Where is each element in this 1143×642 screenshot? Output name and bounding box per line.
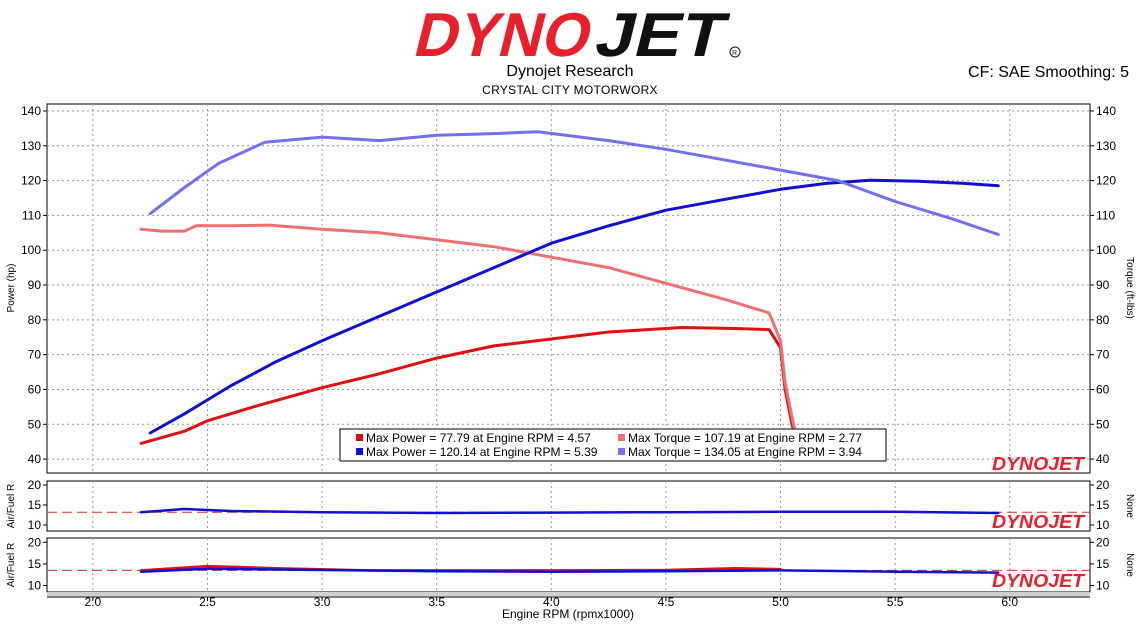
y2-tick-label: 100 xyxy=(1096,243,1116,257)
legend-item-run1-torque: Max Torque = 107.19 at Engine RPM = 2.77 xyxy=(628,431,862,445)
y-tick-label: 20 xyxy=(28,535,42,549)
y-tick-label: 140 xyxy=(21,104,41,118)
dynojet-logo: DYNO JET R xyxy=(408,6,741,64)
y-tick-label: 10 xyxy=(28,579,42,593)
y2-tick-label: 120 xyxy=(1096,174,1116,188)
y2-tick-label: 80 xyxy=(1096,313,1110,327)
legend-swatch-run2-power xyxy=(356,448,363,455)
x-tick-label: 3.0 xyxy=(314,595,331,609)
y2-tick-label: 50 xyxy=(1096,417,1110,431)
plot-shadow xyxy=(47,592,1090,596)
y2-tick-label: 140 xyxy=(1096,104,1116,118)
afr1-y2-label: None xyxy=(1124,494,1135,518)
afr2-y-label: Air/Fuel R xyxy=(6,543,17,587)
y2-tick-label: 130 xyxy=(1096,139,1116,153)
y-axis-label: Power (hp) xyxy=(6,264,17,313)
y-tick-label: 130 xyxy=(21,139,41,153)
dynojet-watermark-afr2: DYNOJET xyxy=(992,571,1086,591)
svg-text:DYNOJET: DYNOJET xyxy=(992,571,1086,591)
y2-tick-label: 10 xyxy=(1096,579,1110,593)
dynojet-watermark-afr1: DYNOJET xyxy=(992,512,1086,532)
main-grid xyxy=(47,104,1090,473)
svg-text:DYNOJET: DYNOJET xyxy=(992,512,1086,532)
legend: Max Power = 77.79 at Engine RPM = 4.57 M… xyxy=(339,428,887,462)
afr1-y-label: Air/Fuel R xyxy=(6,484,17,528)
y2-tick-label: 20 xyxy=(1096,535,1110,549)
data-series xyxy=(47,130,1090,574)
legend-item-run1-power: Max Power = 77.79 at Engine RPM = 4.57 xyxy=(366,431,591,445)
series-line-run2_power xyxy=(139,507,1000,515)
y-tick-label: 110 xyxy=(22,208,41,222)
x-tick-label: 4.0 xyxy=(543,595,560,609)
y2-tick-label: 20 xyxy=(1096,478,1110,492)
series-line-run2_power xyxy=(139,567,1000,574)
legend-item-run2-power: Max Power = 120.14 at Engine RPM = 5.39 xyxy=(366,445,598,459)
y-tick-label: 60 xyxy=(28,382,42,396)
y-tick-label: 50 xyxy=(28,417,42,431)
svg-text:JET: JET xyxy=(589,6,734,64)
y2-axis-label: Torque (ft-lbs) xyxy=(1124,257,1135,319)
x-tick-label: 2.0 xyxy=(85,595,102,609)
y-tick-label: 40 xyxy=(28,452,42,466)
dynojet-watermark-main: DYNOJET xyxy=(992,454,1086,474)
chart-subtitle: CRYSTAL CITY MOTORWORX xyxy=(482,83,658,97)
y-tick-label: 90 xyxy=(28,278,42,292)
legend-swatch-run1-torque xyxy=(618,434,625,441)
y-tick-label: 120 xyxy=(21,174,41,188)
legend-swatch-run1-power xyxy=(356,434,363,441)
svg-text:DYNO: DYNO xyxy=(408,6,600,64)
x-tick-label: 5.5 xyxy=(887,595,904,609)
y-tick-label: 15 xyxy=(28,557,42,571)
correction-factor-label: CF: SAE Smoothing: 5 xyxy=(968,64,1129,81)
y-tick-label: 100 xyxy=(21,243,41,257)
y2-tick-label: 10 xyxy=(1096,518,1110,532)
y-tick-label: 10 xyxy=(28,518,42,532)
legend-item-run2-torque: Max Torque = 134.05 at Engine RPM = 3.94 xyxy=(628,445,862,459)
y-tick-label: 20 xyxy=(28,478,42,492)
y-tick-label: 80 xyxy=(28,313,42,327)
y2-tick-label: 15 xyxy=(1096,498,1110,512)
y2-tick-label: 110 xyxy=(1096,208,1115,222)
x-tick-label: 5.0 xyxy=(772,595,789,609)
x-tick-label: 2.5 xyxy=(199,595,216,609)
axis-ticks: 40 40 50 50 60 60 70 70 80 80 90 90 100 100 110 110 120 1… xyxy=(21,104,1116,609)
series-line-run2_torque xyxy=(148,130,1000,236)
svg-text:R: R xyxy=(732,50,737,57)
legend-swatch-run2-torque xyxy=(618,448,625,455)
y-tick-label: 70 xyxy=(28,348,42,362)
y2-tick-label: 90 xyxy=(1096,278,1110,292)
x-tick-label: 6.0 xyxy=(1001,595,1018,609)
series-line-run2_power xyxy=(148,178,1000,435)
afr-plot-1-frame xyxy=(46,480,1091,532)
x-axis-label: Engine RPM (rpmx1000) xyxy=(502,607,634,621)
y-tick-label: 15 xyxy=(28,498,42,512)
x-tick-label: 3.5 xyxy=(428,595,445,609)
svg-text:DYNOJET: DYNOJET xyxy=(992,454,1086,474)
y2-tick-label: 15 xyxy=(1096,557,1110,571)
y2-tick-label: 70 xyxy=(1096,348,1110,362)
afr-grid xyxy=(92,481,1011,592)
x-tick-label: 4.5 xyxy=(658,595,675,609)
afr-plot-2-frame xyxy=(46,537,1091,593)
y2-tick-label: 60 xyxy=(1096,382,1110,396)
afr2-y2-label: None xyxy=(1124,553,1135,577)
chart-title: Dynojet Research xyxy=(506,63,634,80)
series-line-run1_torque xyxy=(139,223,799,440)
main-plot-frame xyxy=(46,103,1091,474)
y2-tick-label: 40 xyxy=(1096,452,1110,466)
